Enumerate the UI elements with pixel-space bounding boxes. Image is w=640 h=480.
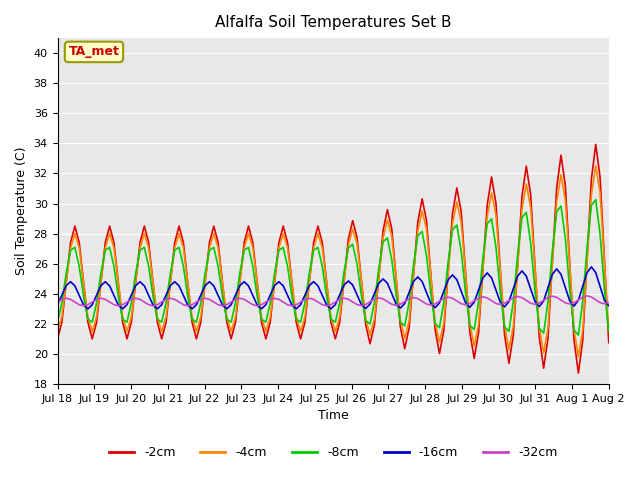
-4cm [575,354,582,360]
-32cm [605,300,612,305]
-16cm [54,302,61,308]
-4cm [340,279,348,285]
-16cm [284,293,291,299]
-8cm [54,319,61,325]
-16cm [605,303,612,309]
-32cm [262,299,269,305]
-4cm [605,328,612,334]
-8cm [258,316,266,322]
-16cm [193,302,200,308]
-32cm [588,294,595,300]
-2cm [583,258,591,264]
Title: Alfalfa Soil Temperatures Set B: Alfalfa Soil Temperatures Set B [215,15,451,30]
-2cm [188,320,196,325]
-2cm [575,370,582,376]
-32cm [284,302,291,308]
-8cm [605,329,612,335]
-16cm [588,264,595,270]
-16cm [583,270,591,276]
-2cm [258,320,266,325]
-4cm [188,314,196,320]
-4cm [54,328,61,334]
Line: -4cm: -4cm [58,166,609,357]
-8cm [592,197,600,203]
-32cm [583,293,591,299]
Legend: -2cm, -4cm, -8cm, -16cm, -32cm: -2cm, -4cm, -8cm, -16cm, -32cm [104,441,563,464]
-16cm [344,278,352,284]
-4cm [280,231,287,237]
-8cm [575,332,582,338]
Y-axis label: Soil Temperature (C): Soil Temperature (C) [15,147,28,276]
-4cm [583,260,591,266]
-32cm [531,301,539,307]
-8cm [583,245,591,251]
-16cm [84,306,92,312]
-16cm [262,302,269,308]
-8cm [188,316,196,322]
-4cm [527,204,534,210]
-8cm [280,244,287,250]
X-axis label: Time: Time [318,409,349,422]
-32cm [54,299,61,305]
-4cm [592,163,600,168]
-16cm [531,299,539,304]
-32cm [193,299,200,305]
-8cm [340,269,348,275]
Line: -2cm: -2cm [58,144,609,373]
-32cm [344,296,352,302]
-2cm [592,142,600,147]
Line: -32cm: -32cm [58,296,609,306]
-2cm [54,336,61,342]
-32cm [80,303,88,309]
Line: -8cm: -8cm [58,200,609,335]
-4cm [258,314,266,320]
Text: TA_met: TA_met [68,46,120,59]
-8cm [527,240,534,245]
-2cm [527,192,534,197]
-2cm [340,279,348,285]
Line: -16cm: -16cm [58,267,609,309]
-2cm [605,340,612,346]
-2cm [280,223,287,229]
